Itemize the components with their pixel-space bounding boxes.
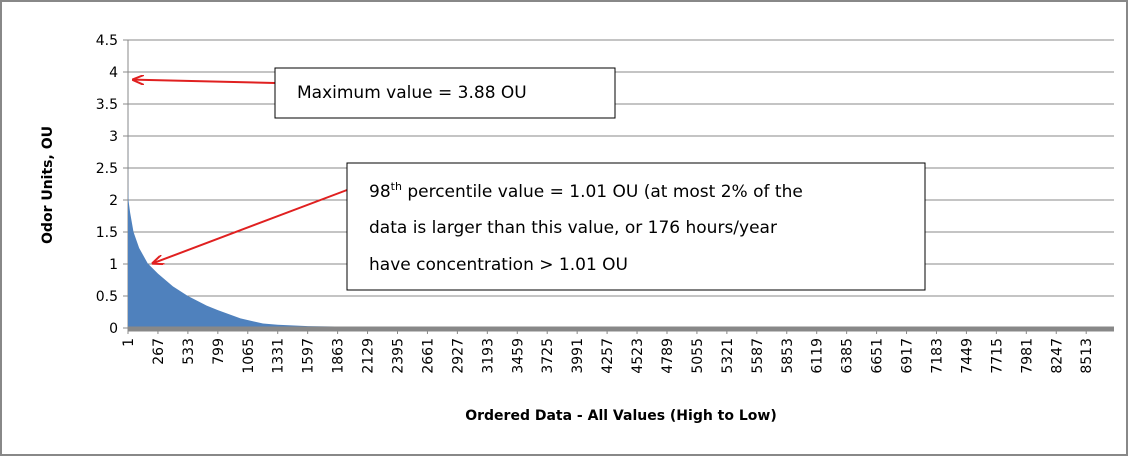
annotation-text: data is larger than this value, or 176 h… <box>369 218 777 238</box>
y-tick-label: 0 <box>109 321 118 337</box>
y-axis-label: Odor Units, OU <box>40 126 56 244</box>
x-tick-label: 6651 <box>870 338 886 374</box>
x-tick-label: 7981 <box>1019 338 1035 374</box>
x-tick-label: 2395 <box>390 338 406 374</box>
y-tick-label: 4 <box>109 65 118 81</box>
y-tick-label: 4.5 <box>96 33 118 49</box>
x-tick-label: 6385 <box>840 338 856 374</box>
x-tick-label: 1597 <box>301 338 317 374</box>
x-tick-label: 2129 <box>361 338 377 374</box>
annotation-text: data is larger than this value, or 176 h… <box>369 218 777 238</box>
x-tick-label: 799 <box>211 338 227 365</box>
y-tick-label: 0.5 <box>96 289 118 305</box>
y-tick-label: 1 <box>109 257 118 273</box>
annotation-box <box>274 67 616 119</box>
y-tick-label: 2 <box>109 193 118 209</box>
x-tick-label: 7449 <box>959 338 975 374</box>
annotation-text: have concentration > 1.01 OU <box>369 255 628 275</box>
x-tick-label: 6917 <box>900 338 916 374</box>
x-tick-label: 2661 <box>420 338 436 374</box>
x-tick-label: 4523 <box>630 338 646 374</box>
x-tick-label: 1 <box>121 338 137 347</box>
x-tick-label: 5587 <box>750 338 766 374</box>
x-tick-label: 4789 <box>660 338 676 374</box>
annotation-sup: th <box>391 180 402 193</box>
arrow <box>153 189 348 263</box>
x-tick-label: 6119 <box>810 338 826 374</box>
x-tick-label: 3459 <box>510 338 526 374</box>
annotation-box <box>346 162 926 291</box>
x-tick-label: 1331 <box>271 338 287 374</box>
x-tick-label: 5321 <box>720 338 736 374</box>
annotation-text: percentile value = 1.01 OU (at most 2% o… <box>402 182 803 202</box>
y-tick-label: 1.5 <box>96 225 118 241</box>
x-tick-label: 2927 <box>450 338 466 374</box>
y-tick-label: 3.5 <box>96 97 118 113</box>
x-tick-label: 7715 <box>989 338 1005 374</box>
x-tick-label: 267 <box>151 338 167 365</box>
x-tick-label: 4257 <box>600 338 616 374</box>
arrow <box>133 80 276 83</box>
annotation-text: Maximum value = 3.88 OU <box>297 83 527 103</box>
x-tick-label: 8513 <box>1079 338 1095 374</box>
x-tick-label: 3991 <box>570 338 586 374</box>
y-tick-label: 3 <box>109 129 118 145</box>
x-tick-label: 1065 <box>241 338 257 374</box>
x-tick-label: 5853 <box>780 338 796 374</box>
x-tick-label: 5055 <box>690 338 706 374</box>
x-tick-label: 533 <box>181 338 197 365</box>
y-tick-label: 2.5 <box>96 161 118 177</box>
x-axis-label: Ordered Data - All Values (High to Low) <box>465 408 777 424</box>
x-tick-label: 8247 <box>1049 338 1065 374</box>
annotation-text: 98th percentile value = 1.01 OU (at most… <box>369 180 803 202</box>
x-tick-label: 3725 <box>540 338 556 374</box>
x-tick-label: 7183 <box>929 338 945 374</box>
annotation-text: have concentration > 1.01 OU <box>369 255 628 275</box>
annotation-text: 98 <box>369 182 391 202</box>
x-tick-label: 1863 <box>331 338 347 374</box>
annotation-text: Maximum value = 3.88 OU <box>297 83 527 103</box>
x-tick-label: 3193 <box>480 338 496 374</box>
